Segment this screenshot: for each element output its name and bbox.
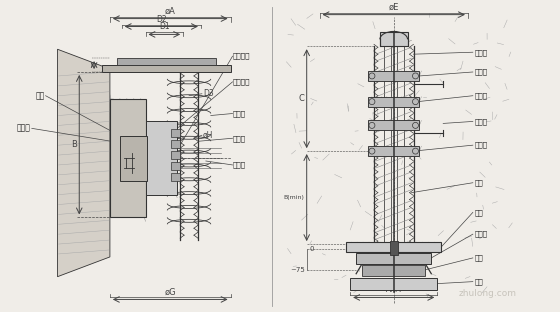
Text: 灌浆管: 灌浆管 xyxy=(475,118,488,125)
Bar xyxy=(117,58,216,65)
Text: 压板: 压板 xyxy=(475,278,484,285)
Text: B: B xyxy=(71,140,77,149)
Text: 约束圈: 约束圈 xyxy=(475,69,488,75)
Text: 波纹管: 波纹管 xyxy=(232,135,246,142)
Text: 螺旋筋: 螺旋筋 xyxy=(232,110,246,117)
Bar xyxy=(390,241,398,255)
Text: øG: øG xyxy=(165,287,176,296)
Bar xyxy=(171,129,180,137)
Text: 0: 0 xyxy=(310,246,314,252)
Bar xyxy=(356,253,431,264)
Text: ~75: ~75 xyxy=(290,267,305,273)
Text: l: l xyxy=(90,62,92,68)
Text: 螺母: 螺母 xyxy=(475,179,484,186)
Text: 钢绞线: 钢绞线 xyxy=(475,142,488,149)
Text: C: C xyxy=(299,94,305,103)
Text: øA: øA xyxy=(165,7,176,16)
Polygon shape xyxy=(58,49,110,277)
Text: øE: øE xyxy=(389,3,399,12)
Text: øH: øH xyxy=(203,131,213,140)
Text: D3: D3 xyxy=(203,89,213,98)
Text: 钢绞线: 钢绞线 xyxy=(232,162,246,168)
Bar xyxy=(368,146,419,156)
Bar xyxy=(146,121,177,195)
Text: D1: D1 xyxy=(159,22,170,32)
Bar xyxy=(368,71,419,81)
Text: 承压头: 承压头 xyxy=(475,231,488,237)
Text: 焊拦: 焊拦 xyxy=(475,255,484,261)
Bar xyxy=(346,242,441,252)
Text: B(min): B(min) xyxy=(284,195,305,200)
Text: AXA: AXA xyxy=(386,285,402,295)
Text: 波纹管: 波纹管 xyxy=(475,49,488,56)
Bar xyxy=(110,99,146,217)
Bar xyxy=(368,97,419,107)
Text: 工作锚板: 工作锚板 xyxy=(232,79,250,85)
Bar xyxy=(362,265,426,276)
Text: zhulong.com: zhulong.com xyxy=(459,289,517,298)
Bar xyxy=(120,136,147,181)
Text: 锚垫板: 锚垫板 xyxy=(17,124,31,133)
Text: 锚板: 锚板 xyxy=(475,209,484,216)
Bar xyxy=(171,151,180,159)
Bar xyxy=(350,278,437,290)
Text: 螺母: 螺母 xyxy=(35,91,45,100)
Bar xyxy=(368,120,419,130)
Text: 螺旋筋: 螺旋筋 xyxy=(475,92,488,99)
Bar xyxy=(171,140,180,148)
Bar xyxy=(102,65,231,72)
Bar xyxy=(171,162,180,170)
Bar xyxy=(380,32,408,46)
Text: 工作夹片: 工作夹片 xyxy=(232,53,250,60)
Bar xyxy=(171,173,180,181)
Text: D2: D2 xyxy=(156,15,167,23)
